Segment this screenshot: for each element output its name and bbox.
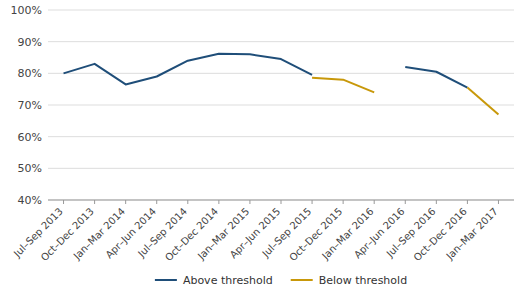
- y-tick-label: 60%: [18, 131, 42, 144]
- y-tick-label: 40%: [18, 194, 42, 207]
- y-axis: 40% 50% 60% 70% 80% 90% 100%: [11, 4, 514, 207]
- x-tick-label: Oct–Dec 2013: [39, 206, 96, 263]
- x-tick: [249, 200, 250, 204]
- x-tick: [343, 200, 344, 204]
- grid-line: [48, 41, 514, 42]
- x-tick-label: Oct–Dec 2015: [287, 206, 344, 263]
- x-tick-label: Jan–Mar 2014: [71, 206, 128, 263]
- x-tick-label: Jan–Mar 2016: [319, 206, 376, 263]
- grid-line: [48, 73, 514, 74]
- x-tick: [125, 200, 126, 204]
- grid-line: [48, 136, 514, 137]
- x-tick: [187, 200, 188, 204]
- x-tick: [436, 200, 437, 204]
- plot-area: [64, 54, 499, 115]
- x-tick: [467, 200, 468, 204]
- legend-swatch: [291, 279, 313, 281]
- x-tick: [218, 200, 219, 204]
- legend-item: Below threshold: [291, 274, 407, 287]
- x-tick-label: Oct–Dec 2014: [163, 206, 220, 263]
- x-tick-label: Jan–Mar 2017: [443, 206, 500, 263]
- x-tick: [405, 200, 406, 204]
- x-axis: Jul–Sep 2013Oct–Dec 2013Jan–Mar 2014Apr–…: [11, 200, 514, 263]
- legend-item: Above threshold: [155, 274, 273, 287]
- y-tick-label: 50%: [18, 162, 42, 175]
- y-tick-label: 90%: [18, 36, 42, 49]
- x-tick: [281, 200, 282, 204]
- grid-line: [48, 168, 514, 169]
- legend-swatch: [155, 279, 177, 281]
- chart: 40% 50% 60% 70% 80% 90% 100% Jul–Sep 2013Oct–De…: [0, 0, 524, 292]
- line: [312, 78, 374, 93]
- x-tick-label: Oct–Dec 2016: [411, 206, 468, 263]
- x-tick: [156, 200, 157, 204]
- y-tick-label: 70%: [18, 99, 42, 112]
- y-tick-label: 80%: [18, 67, 42, 80]
- line: [64, 54, 313, 85]
- x-tick: [498, 200, 499, 204]
- x-tick: [374, 200, 375, 204]
- y-tick-label: 100%: [11, 4, 42, 17]
- grid-line: [48, 10, 514, 11]
- legend: Above threshold Below threshold: [155, 274, 407, 287]
- line: [405, 67, 467, 88]
- x-tick: [312, 200, 313, 204]
- grid-line: [48, 105, 514, 106]
- line: [467, 88, 498, 115]
- x-tick: [94, 200, 95, 204]
- x-tick: [63, 200, 64, 204]
- legend-label: Above threshold: [183, 274, 273, 287]
- legend-label: Below threshold: [319, 274, 407, 287]
- x-tick-label: Jan–Mar 2015: [195, 206, 252, 263]
